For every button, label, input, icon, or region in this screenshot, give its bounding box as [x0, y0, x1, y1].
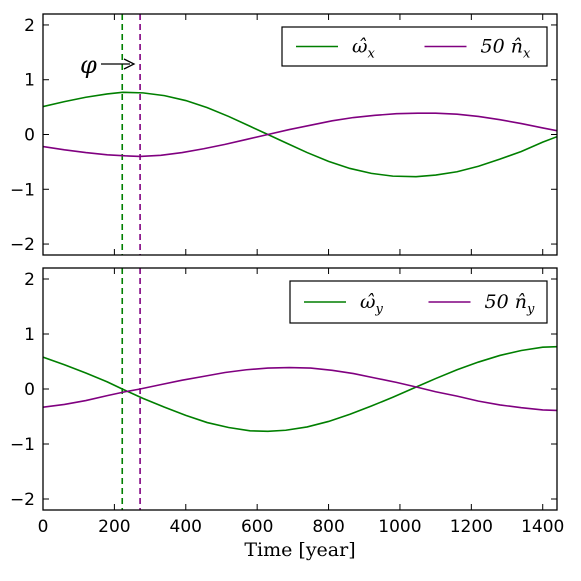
x-tick-label: 0: [38, 517, 49, 537]
y-tick-label: −1: [10, 180, 35, 200]
series-line-y-2: [43, 366, 557, 412]
legend-label-1: ω̂y: [360, 291, 384, 317]
x-tick-label: 600: [241, 517, 273, 537]
y-tick-label: −1: [10, 435, 35, 455]
x-tick-label: 200: [98, 517, 130, 537]
phi-label: φ: [80, 51, 97, 79]
legend-label-1: ω̂x: [352, 36, 376, 62]
y-tick-label: 2: [24, 270, 35, 290]
series-line-x-2: [43, 112, 557, 158]
arrow-head-icon: [123, 58, 136, 70]
legend: ω̂x 50 n̂x: [281, 26, 548, 67]
y-tick-label: −2: [10, 490, 35, 510]
x-tick-label: 800: [312, 517, 344, 537]
legend-label-2: 50 n̂y: [485, 291, 535, 317]
y-tick-label: 1: [24, 325, 35, 345]
top-panel: 2 1 0 −1 −2 ω̂x 50 n̂x φ: [10, 13, 558, 256]
x-tick-label: 1200: [450, 517, 493, 537]
y-tick-label: 2: [24, 16, 35, 36]
y-tick-label: 1: [24, 71, 35, 91]
y-tick-label: 0: [24, 380, 35, 400]
series-line-y-1: [43, 345, 557, 433]
y-tick-label: 0: [24, 126, 35, 146]
y-tick-label: −2: [10, 235, 35, 255]
x-tick-label: 1000: [378, 517, 421, 537]
x-axis-label: Time [year]: [244, 539, 355, 561]
series-line-x-1: [43, 91, 557, 178]
phi-annotation: φ: [80, 51, 136, 79]
legend-label-2: 50 n̂x: [481, 36, 531, 62]
legend: ω̂y 50 n̂y: [289, 280, 548, 324]
x-tick-label: 400: [170, 517, 202, 537]
x-tick-label: 1400: [521, 517, 564, 537]
